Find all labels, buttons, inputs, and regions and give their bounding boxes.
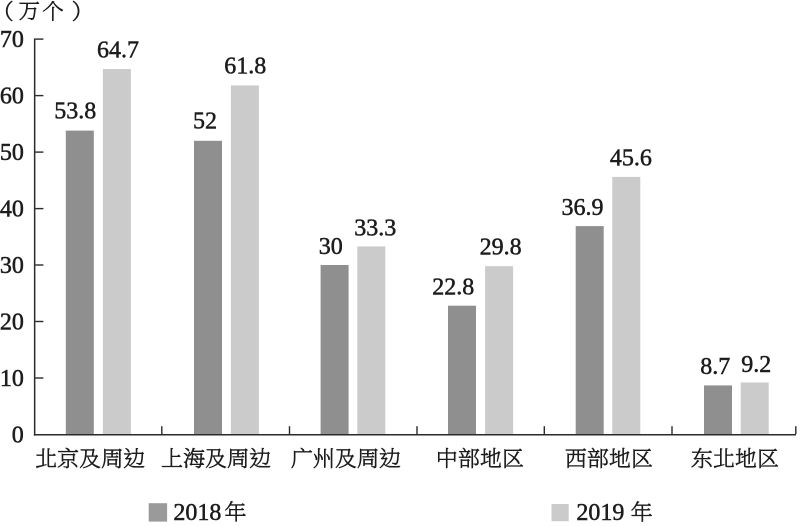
svg-text:64.7: 64.7 bbox=[97, 38, 139, 64]
svg-text:45.6: 45.6 bbox=[610, 145, 652, 171]
svg-text:2019: 2019 bbox=[576, 500, 624, 526]
svg-text:8.7: 8.7 bbox=[700, 354, 730, 380]
svg-text:60: 60 bbox=[0, 84, 24, 110]
svg-text:0: 0 bbox=[12, 423, 24, 449]
svg-text:61.8: 61.8 bbox=[224, 54, 266, 80]
svg-text:70: 70 bbox=[0, 27, 24, 53]
svg-text:50: 50 bbox=[0, 140, 24, 166]
svg-text:53.8: 53.8 bbox=[54, 99, 96, 125]
svg-text:2018: 2018 bbox=[173, 500, 221, 526]
svg-text:52: 52 bbox=[193, 109, 217, 135]
svg-text:10: 10 bbox=[0, 366, 24, 392]
svg-text:9.2: 9.2 bbox=[741, 352, 771, 378]
svg-text:33.3: 33.3 bbox=[354, 216, 396, 242]
svg-text:20: 20 bbox=[0, 310, 24, 336]
svg-text:29.8: 29.8 bbox=[480, 234, 522, 260]
svg-text:22.8: 22.8 bbox=[432, 275, 474, 301]
svg-text:30: 30 bbox=[319, 234, 343, 260]
svg-text:36.9: 36.9 bbox=[562, 195, 604, 221]
svg-text:40: 40 bbox=[0, 197, 24, 223]
svg-text:30: 30 bbox=[0, 253, 24, 279]
